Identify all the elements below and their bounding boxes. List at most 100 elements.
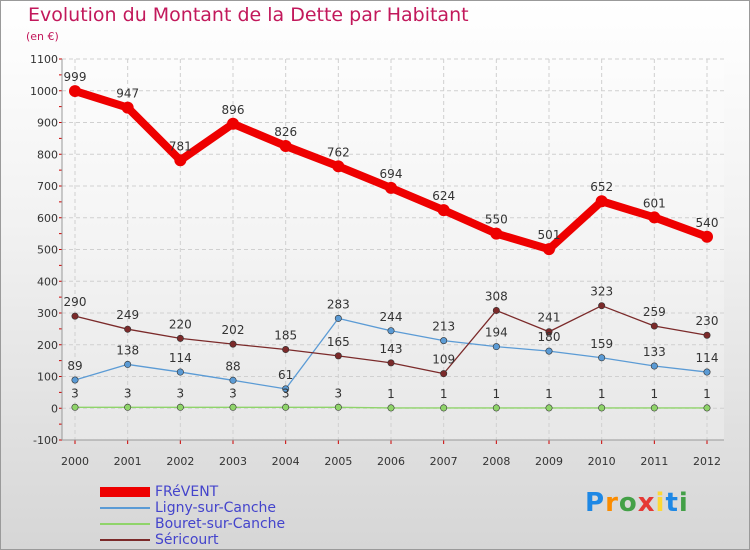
series-point [650, 322, 658, 330]
data-label: 947 [116, 87, 139, 101]
data-label: 762 [327, 145, 350, 159]
series-point [545, 404, 553, 412]
series-point [650, 404, 658, 412]
legend-swatch [100, 487, 150, 497]
series-point [282, 346, 290, 354]
legend-item: Ligny-sur-Canche [100, 500, 360, 516]
data-label: 781 [169, 139, 192, 153]
series-point [387, 327, 395, 335]
data-label: 624 [432, 189, 455, 203]
series-point [703, 368, 711, 376]
series-point [69, 85, 81, 98]
y-tick-label: 400 [37, 275, 58, 288]
legend-item: Bouret-sur-Canche [100, 516, 360, 532]
data-label: 3 [124, 386, 132, 400]
data-label: 220 [169, 317, 192, 331]
data-label: 61 [278, 368, 293, 382]
x-tick-label: 2009 [535, 455, 563, 468]
data-label: 601 [643, 196, 666, 210]
series-point [437, 204, 450, 217]
series-point [598, 302, 606, 310]
y-tick-label: 600 [37, 212, 58, 225]
series-point [545, 328, 553, 336]
series-point [387, 404, 395, 412]
x-tick-label: 2011 [640, 455, 668, 468]
y-tick-label: 0 [51, 402, 58, 415]
legend-label: FRéVENT [155, 484, 219, 500]
data-label: 652 [590, 180, 613, 194]
series-point [176, 403, 184, 411]
data-label: 290 [64, 295, 87, 309]
data-label: 143 [380, 342, 403, 356]
data-label: 114 [169, 351, 192, 365]
y-tick-label: 100 [37, 371, 58, 384]
data-label: 501 [538, 228, 561, 242]
chart-subtitle: (en €) [26, 30, 59, 43]
y-tick-label: 500 [37, 244, 58, 257]
data-label: 1 [545, 387, 553, 401]
x-tick-label: 2001 [114, 455, 142, 468]
x-tick-label: 2012 [693, 455, 721, 468]
series-point [282, 385, 290, 393]
data-label: 194 [485, 326, 508, 340]
series-point [227, 117, 239, 130]
series-point [492, 404, 500, 412]
data-label: 826 [274, 125, 297, 139]
data-label: 230 [696, 314, 719, 328]
series-point [176, 368, 184, 376]
x-tick-label: 2004 [272, 455, 300, 468]
series-point [229, 403, 237, 411]
series-point [648, 211, 661, 224]
series-point [334, 314, 342, 322]
brand-letter: i [655, 488, 666, 518]
x-tick-label: 2007 [430, 455, 458, 468]
data-label: 249 [116, 308, 139, 322]
y-tick-label: 200 [37, 339, 58, 352]
y-tick-label: 800 [37, 148, 58, 161]
series-point [176, 334, 184, 342]
data-label: 323 [590, 285, 613, 299]
data-label: 1 [440, 387, 448, 401]
data-label: 241 [538, 311, 561, 325]
series-point [440, 404, 448, 412]
data-label: 109 [432, 353, 455, 367]
series-point [71, 376, 79, 384]
series-point [703, 331, 711, 339]
data-label: 540 [696, 216, 719, 230]
series-point [701, 230, 713, 243]
data-label: 88 [225, 359, 240, 373]
data-label: 999 [64, 70, 87, 84]
series-point [543, 243, 555, 256]
series-point [595, 195, 608, 208]
series-point [545, 347, 553, 355]
series-point [174, 154, 187, 167]
legend-label: Bouret-sur-Canche [155, 516, 286, 532]
x-tick-label: 2008 [482, 455, 510, 468]
data-label: 89 [67, 359, 82, 373]
y-tick-label: 700 [37, 180, 58, 193]
data-label: 133 [643, 345, 666, 359]
series-point [229, 376, 237, 384]
data-label: 3 [229, 386, 237, 400]
series-point [440, 337, 448, 345]
data-label: 694 [380, 167, 403, 181]
data-label: 114 [696, 351, 719, 365]
series-point [703, 404, 711, 412]
legend-label: Séricourt [155, 532, 219, 548]
legend-swatch [100, 507, 150, 509]
brand-letter: x [637, 488, 656, 518]
data-label: 213 [432, 320, 455, 334]
data-label: 159 [590, 337, 613, 351]
chart-title: Evolution du Montant de la Dette par Hab… [28, 4, 469, 26]
brand-letter: r [605, 488, 619, 518]
data-label: 3 [335, 386, 343, 400]
legend-item: Séricourt [100, 532, 360, 548]
series-point [124, 360, 132, 368]
y-tick-label: -100 [33, 434, 58, 447]
data-label: 1 [703, 387, 711, 401]
y-tick-label: 1000 [30, 85, 58, 98]
brand-letter: o [618, 488, 638, 518]
series-point [492, 343, 500, 351]
series-point [229, 340, 237, 348]
